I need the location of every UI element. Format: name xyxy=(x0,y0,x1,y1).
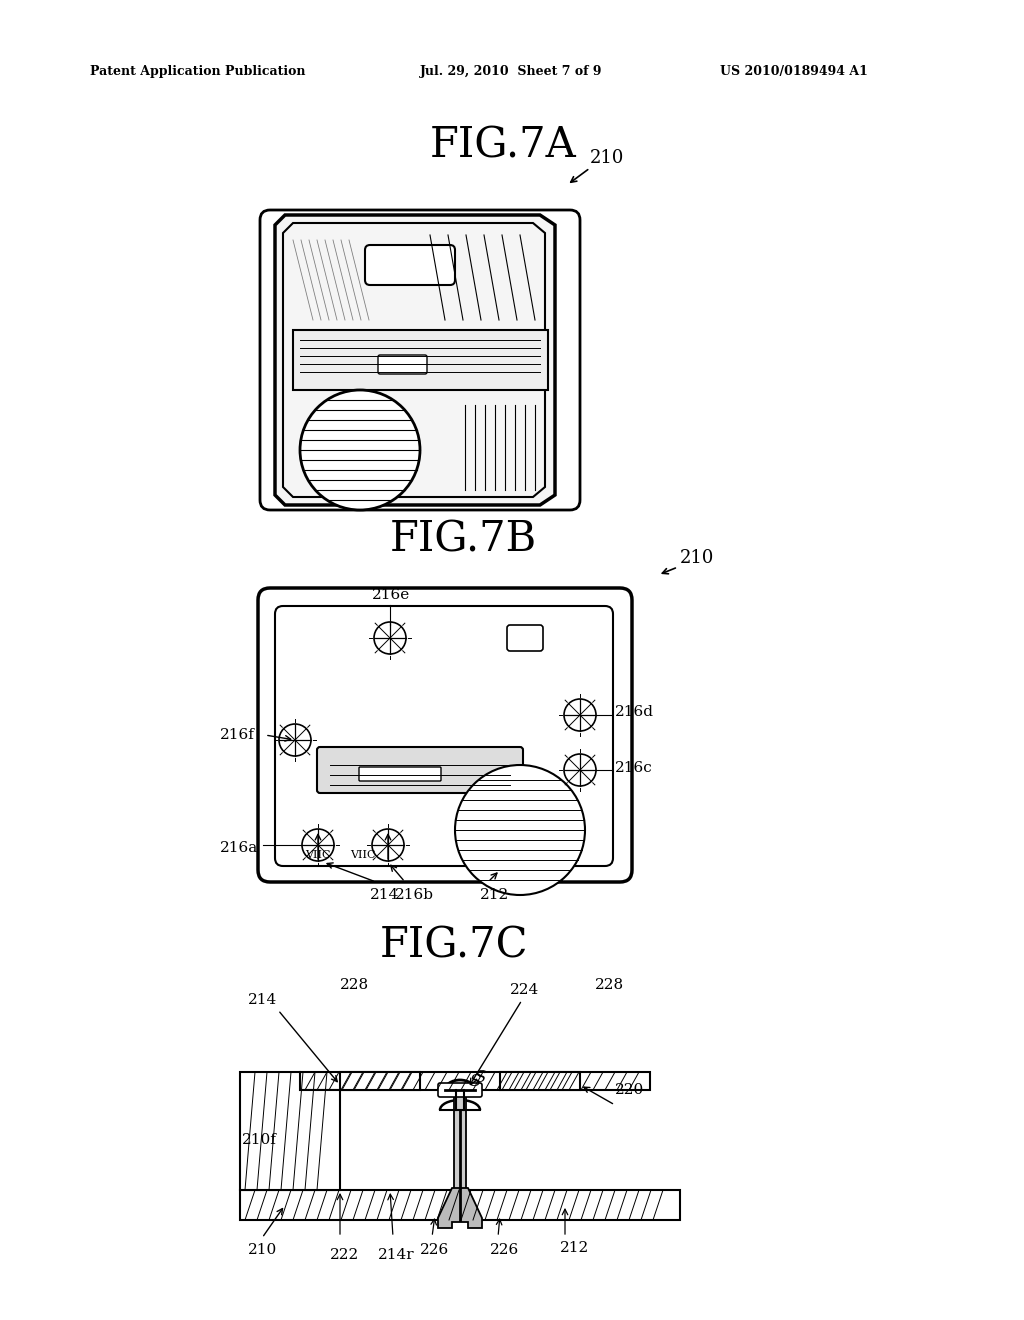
Circle shape xyxy=(372,829,404,861)
Circle shape xyxy=(302,829,334,861)
Text: 216e: 216e xyxy=(372,587,411,602)
Circle shape xyxy=(279,723,311,756)
Polygon shape xyxy=(240,1072,340,1191)
FancyBboxPatch shape xyxy=(317,747,523,793)
Polygon shape xyxy=(438,1188,482,1228)
FancyBboxPatch shape xyxy=(365,246,455,285)
Text: 210: 210 xyxy=(248,1243,278,1257)
Polygon shape xyxy=(300,1072,650,1090)
Text: US 2010/0189494 A1: US 2010/0189494 A1 xyxy=(720,66,868,78)
Text: 222: 222 xyxy=(330,1247,359,1262)
Text: VIIC: VIIC xyxy=(350,850,376,861)
Text: 212: 212 xyxy=(480,888,509,902)
Polygon shape xyxy=(293,330,548,389)
Text: 228: 228 xyxy=(595,978,624,993)
Text: 212: 212 xyxy=(560,1241,589,1255)
Text: 224: 224 xyxy=(510,983,540,997)
Text: 210: 210 xyxy=(590,149,625,168)
Text: 214r: 214r xyxy=(378,1247,415,1262)
Circle shape xyxy=(564,700,596,731)
Text: 210: 210 xyxy=(680,549,715,568)
Polygon shape xyxy=(275,215,555,506)
Text: 220: 220 xyxy=(615,1082,644,1097)
Circle shape xyxy=(455,766,585,895)
Text: 216d: 216d xyxy=(615,705,654,719)
Text: 216b: 216b xyxy=(395,888,434,902)
Circle shape xyxy=(300,389,420,510)
Circle shape xyxy=(374,622,406,653)
FancyBboxPatch shape xyxy=(258,587,632,882)
Text: 226: 226 xyxy=(420,1243,450,1257)
Polygon shape xyxy=(500,1072,580,1090)
Text: Jul. 29, 2010  Sheet 7 of 9: Jul. 29, 2010 Sheet 7 of 9 xyxy=(420,66,602,78)
Text: FIG.7A: FIG.7A xyxy=(430,124,577,166)
FancyBboxPatch shape xyxy=(359,767,441,781)
Circle shape xyxy=(564,754,596,785)
Text: FIG.7B: FIG.7B xyxy=(390,519,538,561)
Text: 210f: 210f xyxy=(242,1133,276,1147)
Text: Patent Application Publication: Patent Application Publication xyxy=(90,66,305,78)
Text: 214: 214 xyxy=(370,888,399,902)
Polygon shape xyxy=(454,1090,466,1191)
Text: 226: 226 xyxy=(490,1243,519,1257)
FancyBboxPatch shape xyxy=(438,1082,482,1097)
Polygon shape xyxy=(240,1191,680,1220)
Text: S: S xyxy=(475,1069,486,1086)
FancyBboxPatch shape xyxy=(378,355,427,374)
Text: FIG.7C: FIG.7C xyxy=(380,924,528,966)
FancyBboxPatch shape xyxy=(507,624,543,651)
Text: 228: 228 xyxy=(340,978,369,993)
Text: 216f: 216f xyxy=(220,729,255,742)
Text: S: S xyxy=(470,1073,481,1090)
FancyBboxPatch shape xyxy=(260,210,580,510)
Polygon shape xyxy=(340,1072,420,1090)
Text: 216a: 216a xyxy=(220,841,258,855)
Text: VIIC: VIIC xyxy=(305,850,331,861)
Text: 216c: 216c xyxy=(615,762,652,775)
Text: 214: 214 xyxy=(248,993,278,1007)
